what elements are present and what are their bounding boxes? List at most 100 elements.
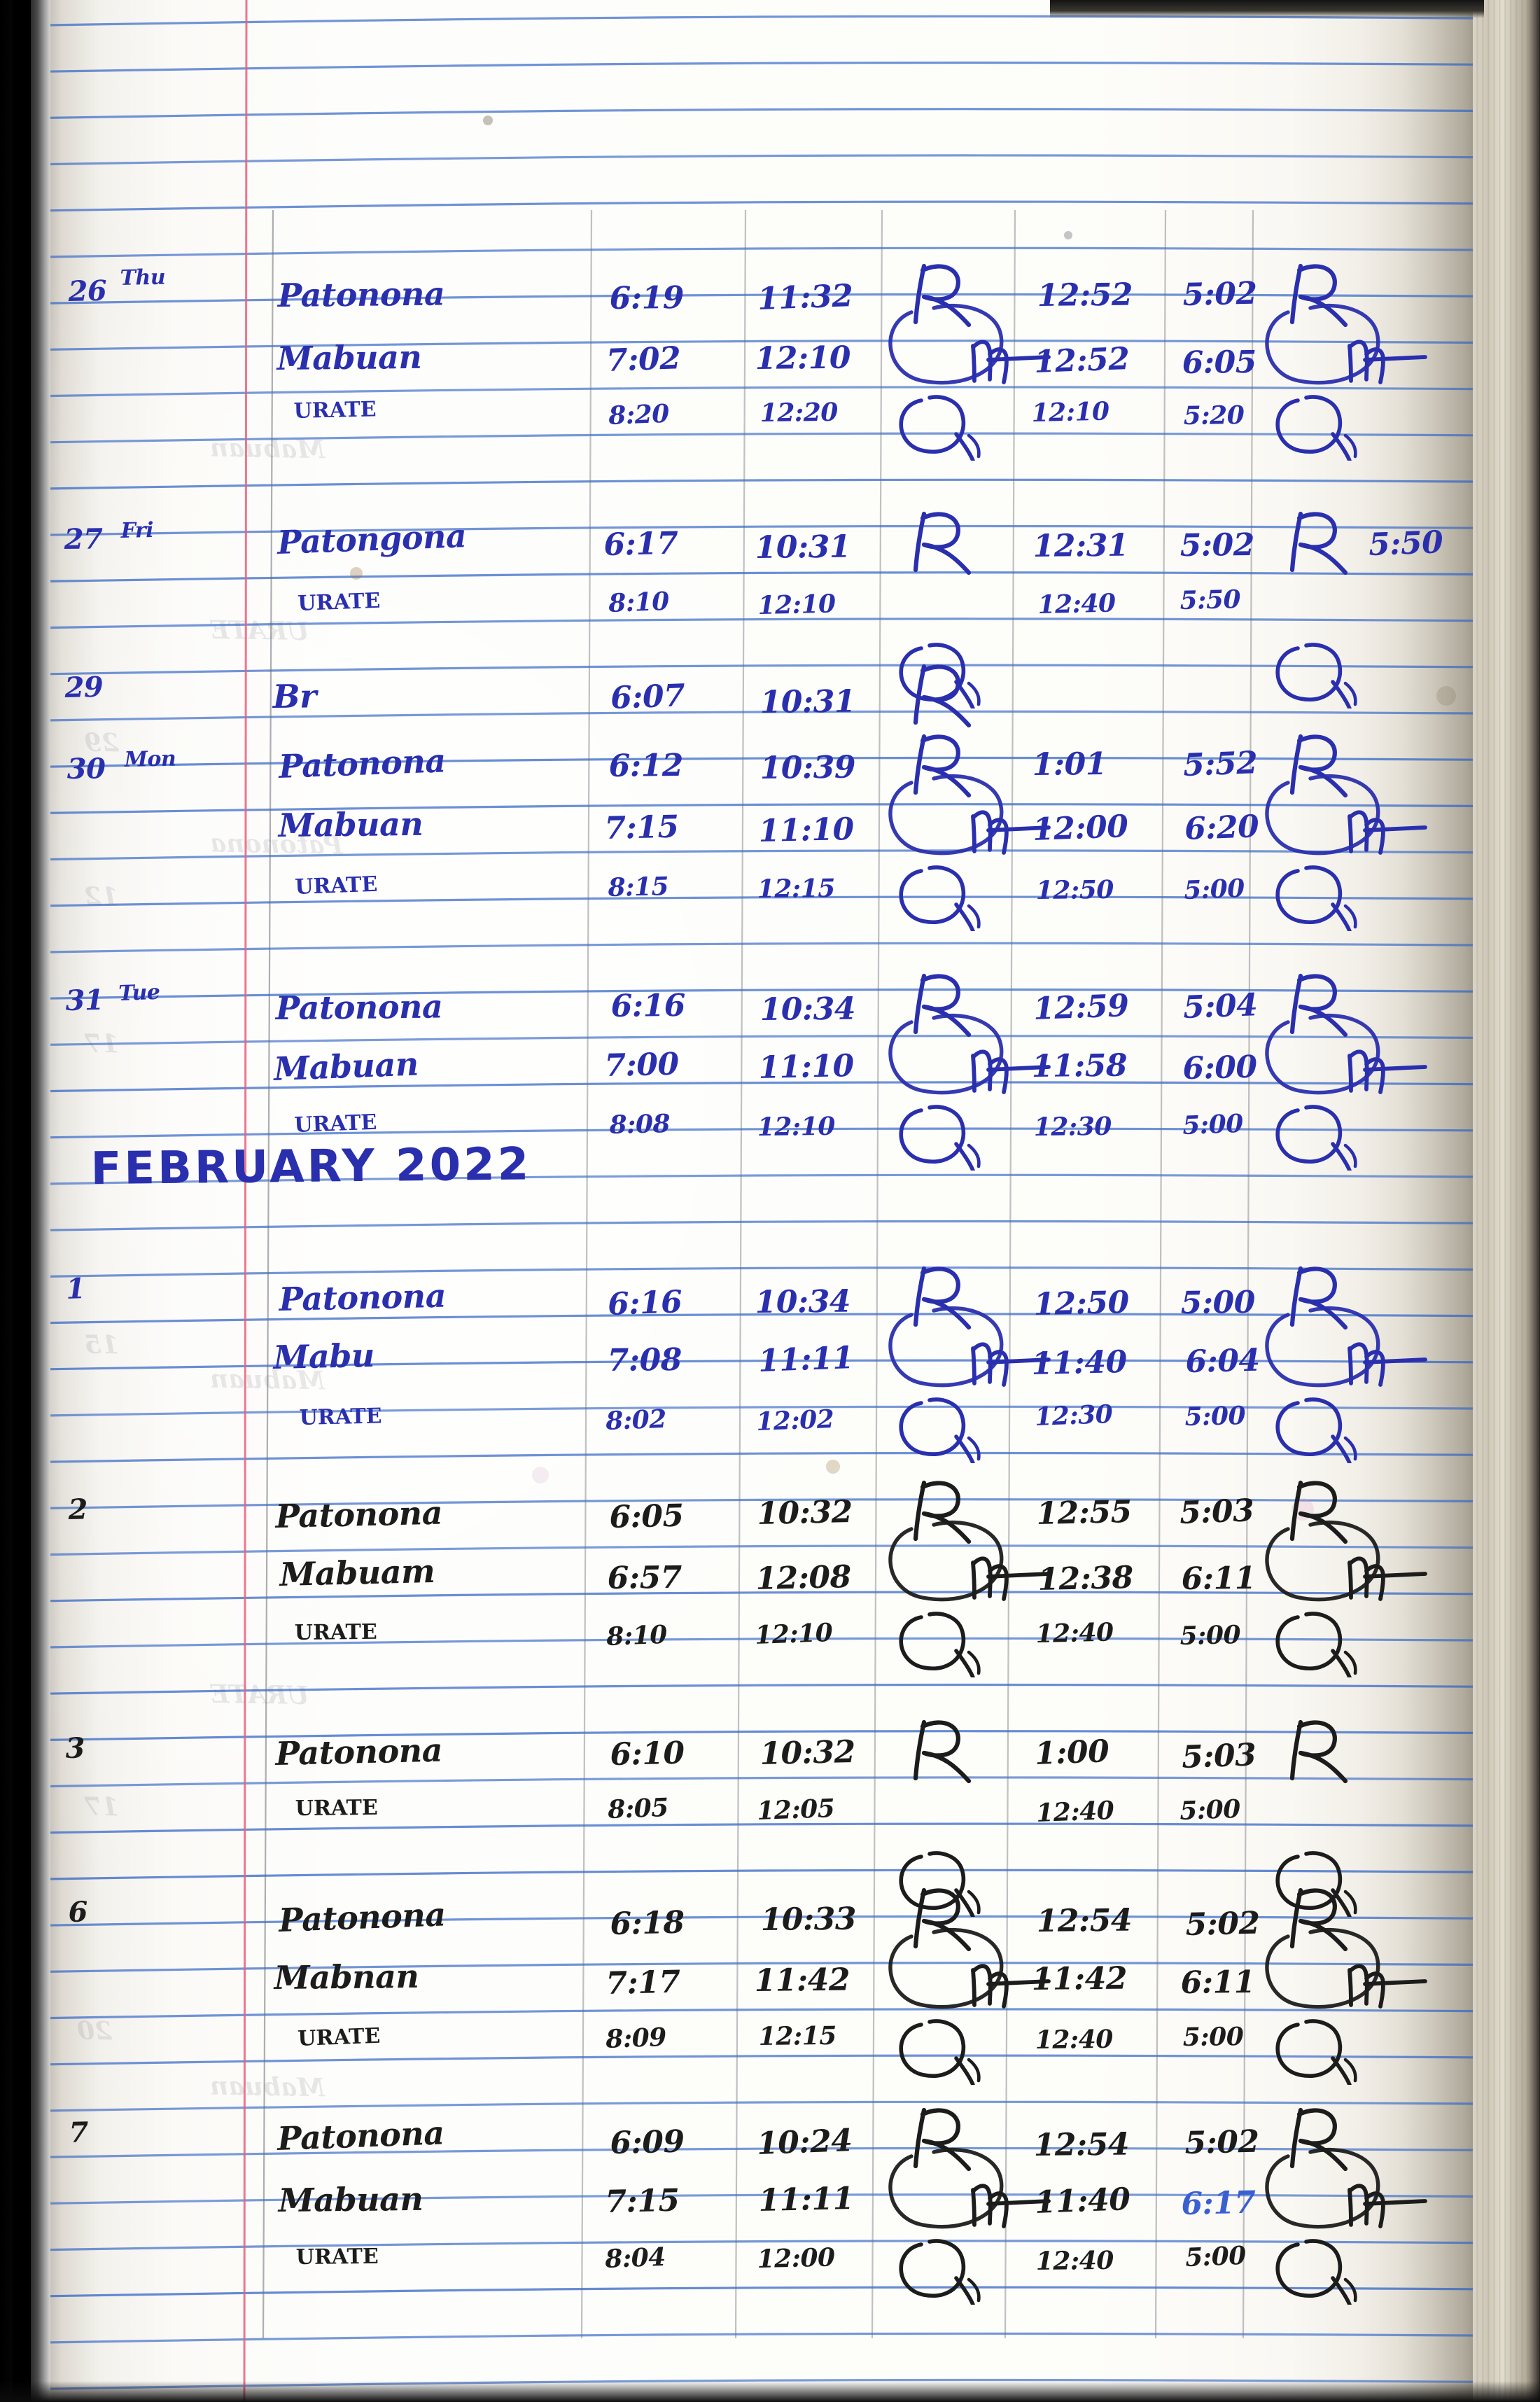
date-number-29: 29 bbox=[64, 673, 104, 701]
am-time-in: 6:07 bbox=[610, 680, 685, 714]
am-time-out: 12:10 bbox=[754, 1620, 832, 1648]
date-number-1: 1 bbox=[66, 1275, 86, 1304]
am-time-in: 6:18 bbox=[610, 1907, 685, 1939]
am-time-out: 11:11 bbox=[757, 1343, 854, 1377]
am-time-out: 10:39 bbox=[760, 753, 856, 784]
employee-name: Patonona bbox=[275, 1733, 442, 1769]
am-time-out: 12:10 bbox=[757, 592, 836, 619]
am-time-in: 6:57 bbox=[607, 1562, 682, 1593]
employee-name: URATE bbox=[294, 1112, 377, 1136]
pm-time-out: 5:03 bbox=[1179, 1496, 1254, 1530]
pm-time-out: 5:03 bbox=[1181, 1740, 1256, 1774]
signature-cluster-pm-27 bbox=[1260, 505, 1442, 708]
month-header: FEBRUARY 2022 bbox=[90, 1142, 531, 1192]
signature-cluster-pm-26 bbox=[1260, 258, 1442, 461]
pm-time-out: 5:50 bbox=[1180, 587, 1240, 613]
pm-time-out: 5:00 bbox=[1179, 1796, 1240, 1824]
signature-cluster-am-feb-6 bbox=[883, 1882, 1065, 2085]
am-time-in: 6:12 bbox=[608, 750, 683, 782]
am-time-out: 10:33 bbox=[760, 1904, 856, 1935]
am-time-out: 12:10 bbox=[755, 343, 850, 375]
top-edge-shadow bbox=[1050, 0, 1484, 18]
pm-time-out: 5:00 bbox=[1183, 2024, 1244, 2050]
employee-name: Patonona bbox=[276, 2117, 444, 2156]
employee-name: Patonona bbox=[278, 744, 446, 783]
pm-time-out: 6:04 bbox=[1185, 1345, 1260, 1377]
signature-cluster-am-feb-1 bbox=[883, 1260, 1065, 1463]
am-time-in: 6:05 bbox=[609, 1501, 684, 1533]
pm-time-out: 5:52 bbox=[1182, 748, 1258, 782]
am-time-in: 6:16 bbox=[608, 1287, 683, 1320]
am-time-in: 6:17 bbox=[603, 528, 678, 560]
signature-cluster-am-31 bbox=[883, 968, 1065, 1171]
employee-name: URATE bbox=[294, 1622, 377, 1644]
am-time-in: 7:17 bbox=[606, 1967, 680, 1999]
employee-name: URATE bbox=[294, 399, 377, 422]
employee-name: Mabuam bbox=[279, 1555, 435, 1591]
date-number-7: 7 bbox=[69, 2118, 88, 2147]
signature-cluster-pm-feb-6 bbox=[1260, 1882, 1442, 2085]
am-time-out: 12:20 bbox=[760, 400, 838, 426]
am-time-in: 8:02 bbox=[606, 1406, 667, 1434]
pm-time-out: 5:00 bbox=[1180, 1622, 1240, 1649]
date-number-3: 3 bbox=[65, 1734, 85, 1763]
pm-time-out: 5:02 bbox=[1185, 1908, 1260, 1940]
am-time-in: 7:15 bbox=[604, 812, 679, 844]
am-time-in: 8:05 bbox=[607, 1795, 668, 1822]
signature-cluster-pm-feb-1 bbox=[1260, 1260, 1442, 1463]
date-number-31: 31 bbox=[65, 986, 104, 1014]
scanned-logbook-page: FEBRUARY 2022 26 Thu Patonona 6:19 11:32 12:52… bbox=[0, 0, 1540, 2402]
employee-name: Mabuan bbox=[276, 341, 421, 375]
date-number-27: 27 bbox=[64, 525, 102, 554]
am-time-out: 10:24 bbox=[757, 2125, 853, 2160]
pm-time-out: 6:05 bbox=[1182, 347, 1257, 379]
am-time-in: 6:19 bbox=[610, 283, 685, 314]
employee-name: URATE bbox=[295, 1798, 378, 1820]
employee-name: Patonona bbox=[277, 277, 444, 311]
employee-name: Patonona bbox=[279, 1280, 446, 1315]
date-number-26: 26 bbox=[68, 277, 107, 306]
employee-name: Mabu bbox=[273, 1339, 374, 1374]
am-time-in: 8:09 bbox=[606, 2025, 667, 2052]
am-time-out: 10:31 bbox=[760, 687, 855, 718]
employee-name: Patonona bbox=[278, 1898, 446, 1936]
pm-time-out: 6:11 bbox=[1181, 1967, 1256, 1999]
am-time-out: 12:05 bbox=[756, 1796, 834, 1824]
employee-name: URATE bbox=[300, 1406, 383, 1429]
employee-name: URATE bbox=[296, 2247, 379, 2268]
am-time-out: 10:32 bbox=[760, 1737, 855, 1770]
pm-time-out: 6:00 bbox=[1182, 1052, 1257, 1084]
signature-cluster-am-26 bbox=[883, 258, 1065, 461]
employee-name: URATE bbox=[298, 2026, 381, 2050]
employee-name: Patonona bbox=[275, 990, 442, 1024]
am-time-in: 8:10 bbox=[606, 1622, 668, 1649]
am-time-out: 10:34 bbox=[755, 1287, 850, 1318]
signature-cluster-am-30 bbox=[883, 728, 1065, 931]
signature-cluster-am-feb-7 bbox=[883, 2102, 1065, 2305]
am-time-in: 7:00 bbox=[604, 1049, 679, 1082]
am-time-in: 8:10 bbox=[608, 588, 669, 615]
am-time-in: 8:20 bbox=[608, 401, 669, 428]
pm-time-out: 5:02 bbox=[1184, 2127, 1259, 2159]
am-time-out: 12:15 bbox=[757, 876, 835, 902]
am-time-in: 7:15 bbox=[605, 2186, 680, 2218]
signature-cluster-pm-31 bbox=[1260, 968, 1442, 1171]
pm-time-out: 5:00 bbox=[1181, 1287, 1256, 1318]
am-time-out: 11:32 bbox=[757, 281, 853, 315]
pm-time-out: 5:00 bbox=[1184, 1403, 1245, 1430]
pm-time-out: 5:20 bbox=[1183, 403, 1244, 428]
employee-name: URATE bbox=[298, 590, 381, 614]
date-number-30: 30 bbox=[66, 755, 105, 783]
pm-time-out: 5:00 bbox=[1184, 876, 1245, 903]
weekday-label-Thu: Thu bbox=[120, 267, 166, 289]
weekday-label-Fri: Fri bbox=[120, 520, 153, 542]
am-time-in: 8:08 bbox=[609, 1111, 670, 1138]
employee-name: Patonona bbox=[274, 1496, 442, 1532]
signature-cluster-pm-30 bbox=[1260, 728, 1442, 931]
pm-time-out: 5:02 bbox=[1180, 530, 1255, 561]
date-number-2: 2 bbox=[68, 1496, 88, 1525]
pm-time-out: 6:20 bbox=[1184, 811, 1260, 845]
am-time-out: 12:10 bbox=[757, 1114, 834, 1140]
weekday-label-Tue: Tue bbox=[118, 982, 160, 1005]
am-time-out: 12:15 bbox=[758, 2023, 836, 2049]
